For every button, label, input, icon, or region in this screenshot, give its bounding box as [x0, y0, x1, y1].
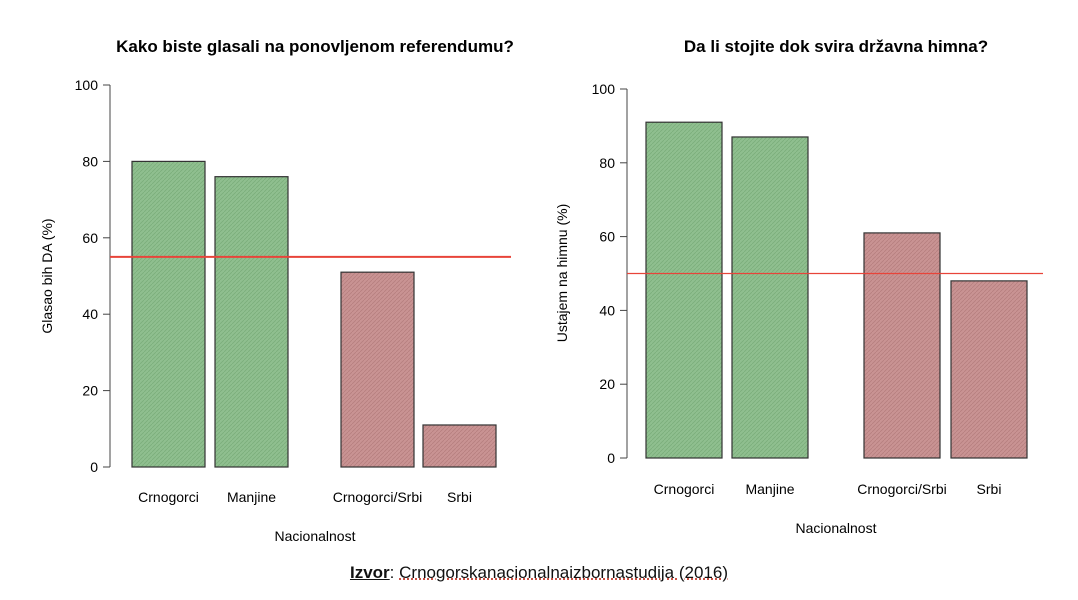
- x-tick-label: Manjine: [745, 481, 794, 497]
- x-axis-label: Nacionalnost: [796, 520, 877, 536]
- y-tick-label: 20: [599, 376, 615, 392]
- y-tick-label: 0: [90, 459, 98, 475]
- x-axis-label: Nacionalnost: [275, 528, 356, 544]
- bar-manjine: [214, 176, 289, 468]
- source-text: Crnogorskanacionalnaizbornastudija (2016…: [399, 563, 728, 582]
- x-tick-label: Srbi: [447, 489, 472, 505]
- y-tick-label: 0: [607, 450, 615, 466]
- source-colon: :: [389, 563, 400, 582]
- bar-crnogorci: [131, 160, 206, 468]
- y-tick-label: 100: [75, 77, 99, 93]
- y-ticks: 0 20 40 60 80 100: [75, 77, 110, 475]
- bars: [645, 121, 1028, 459]
- x-tick-labels: Crnogorci Manjine Crnogorci/Srbi Srbi: [138, 489, 472, 505]
- chart-title: Da li stojite dok svira državna himna?: [684, 37, 988, 56]
- chart-panel-referendum: Kako biste glasali na ponovljenom refere…: [39, 37, 514, 544]
- x-tick-label: Manjine: [227, 489, 276, 505]
- bar-manjine: [731, 136, 809, 459]
- x-tick-label: Crnogorci/Srbi: [333, 489, 422, 505]
- chart-panel-anthem: Da li stojite dok svira državna himna? 0…: [554, 37, 1043, 536]
- bar-srbi: [950, 280, 1028, 459]
- y-ticks: 0 20 40 60 80 100: [592, 81, 627, 466]
- bars: [131, 160, 497, 468]
- x-tick-label: Crnogorci: [138, 489, 199, 505]
- bar-crnogorci-srbi: [340, 271, 415, 468]
- y-tick-label: 100: [592, 81, 616, 97]
- source-caption: Izvor: Crnogorskanacionalnaizbornastudij…: [0, 563, 1078, 583]
- y-axis-label: Glasao bih DA (%): [39, 218, 55, 333]
- y-tick-label: 20: [82, 383, 98, 399]
- y-axis-label: Ustajem na himnu (%): [554, 204, 570, 343]
- x-tick-label: Crnogorci: [654, 481, 715, 497]
- x-tick-labels: Crnogorci Manjine Crnogorci/Srbi Srbi: [654, 481, 1002, 497]
- y-tick-label: 60: [599, 229, 615, 245]
- x-tick-label: Crnogorci/Srbi: [857, 481, 946, 497]
- y-tick-label: 80: [82, 153, 98, 169]
- y-tick-label: 80: [599, 155, 615, 171]
- x-tick-label: Srbi: [977, 481, 1002, 497]
- chart-title: Kako biste glasali na ponovljenom refere…: [116, 37, 514, 56]
- bar-srbi: [422, 424, 497, 468]
- y-tick-label: 40: [82, 306, 98, 322]
- source-label: Izvor: [349, 563, 390, 582]
- bar-crnogorci: [645, 121, 723, 459]
- bar-crnogorci-srbi: [863, 232, 941, 459]
- y-tick-label: 40: [599, 302, 615, 318]
- y-tick-label: 60: [82, 230, 98, 246]
